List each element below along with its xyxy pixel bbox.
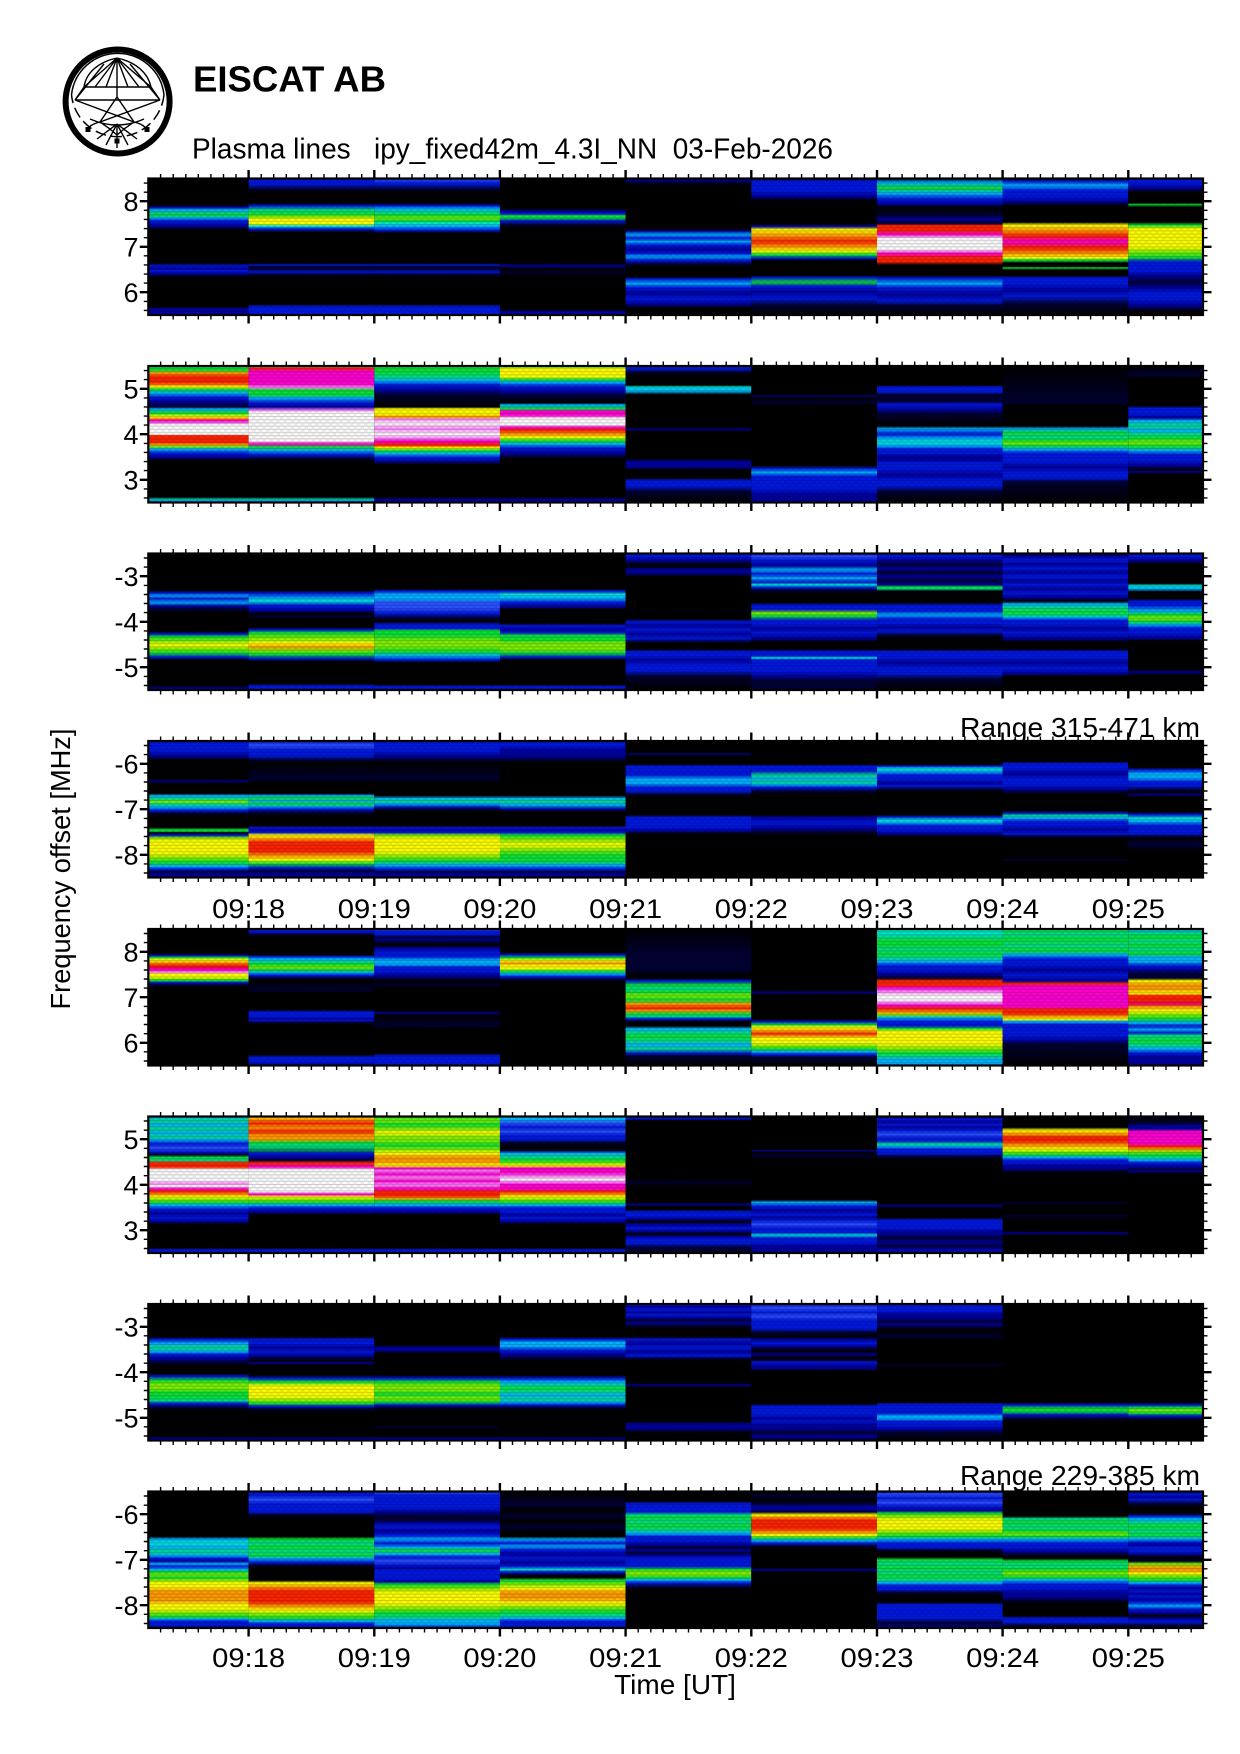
svg-text:-7: -7 <box>114 1546 138 1576</box>
svg-text:09:18: 09:18 <box>212 894 285 924</box>
svg-text:6: 6 <box>123 278 138 308</box>
svg-text:Frequency offset [MHz]: Frequency offset [MHz] <box>45 729 76 1010</box>
svg-text:09:23: 09:23 <box>841 894 914 924</box>
svg-text:4: 4 <box>123 420 138 450</box>
svg-text:09:18: 09:18 <box>212 1643 285 1673</box>
svg-text:09:23: 09:23 <box>841 1643 914 1673</box>
svg-text:-3: -3 <box>114 562 138 592</box>
svg-text:09:21: 09:21 <box>589 894 662 924</box>
svg-text:09:21: 09:21 <box>589 1643 662 1673</box>
svg-text:-5: -5 <box>114 1404 138 1434</box>
svg-text:-5: -5 <box>114 653 138 683</box>
svg-text:Plasma lines ipy_fixed42m_4.: Plasma lines ipy_fixed42m_4.3I_NN 03-Feb… <box>192 134 833 166</box>
svg-text:-6: -6 <box>114 750 138 780</box>
svg-text:-8: -8 <box>114 841 138 871</box>
svg-text:Range 315-471 km: Range 315-471 km <box>960 712 1200 743</box>
svg-text:-4: -4 <box>114 608 138 638</box>
svg-text:09:25: 09:25 <box>1092 894 1165 924</box>
svg-text:09:24: 09:24 <box>966 1643 1039 1673</box>
svg-text:8: 8 <box>123 187 138 217</box>
svg-text:-7: -7 <box>114 795 138 825</box>
svg-text:-8: -8 <box>114 1591 138 1621</box>
svg-text:Time [UT]: Time [UT] <box>614 1669 736 1700</box>
svg-text:Range 229-385 km: Range 229-385 km <box>960 1460 1200 1491</box>
svg-text:4: 4 <box>123 1171 138 1201</box>
svg-text:09:19: 09:19 <box>338 894 411 924</box>
svg-text:09:20: 09:20 <box>463 894 536 924</box>
svg-text:09:22: 09:22 <box>715 1643 788 1673</box>
svg-text:3: 3 <box>123 1216 138 1246</box>
svg-text:7: 7 <box>123 983 138 1013</box>
svg-text:09:25: 09:25 <box>1092 1643 1165 1673</box>
svg-text:5: 5 <box>123 374 138 404</box>
svg-text:EISCAT AB: EISCAT AB <box>193 59 386 100</box>
svg-text:8: 8 <box>123 938 138 968</box>
svg-text:-6: -6 <box>114 1500 138 1530</box>
svg-text:-4: -4 <box>114 1358 138 1388</box>
svg-text:7: 7 <box>123 232 138 262</box>
svg-text:09:19: 09:19 <box>338 1643 411 1673</box>
svg-text:3: 3 <box>123 465 138 495</box>
svg-text:09:24: 09:24 <box>966 894 1039 924</box>
svg-text:09:22: 09:22 <box>715 894 788 924</box>
svg-text:-3: -3 <box>114 1313 138 1343</box>
svg-text:6: 6 <box>123 1029 138 1059</box>
svg-text:09:20: 09:20 <box>463 1643 536 1673</box>
svg-text:5: 5 <box>123 1125 138 1155</box>
